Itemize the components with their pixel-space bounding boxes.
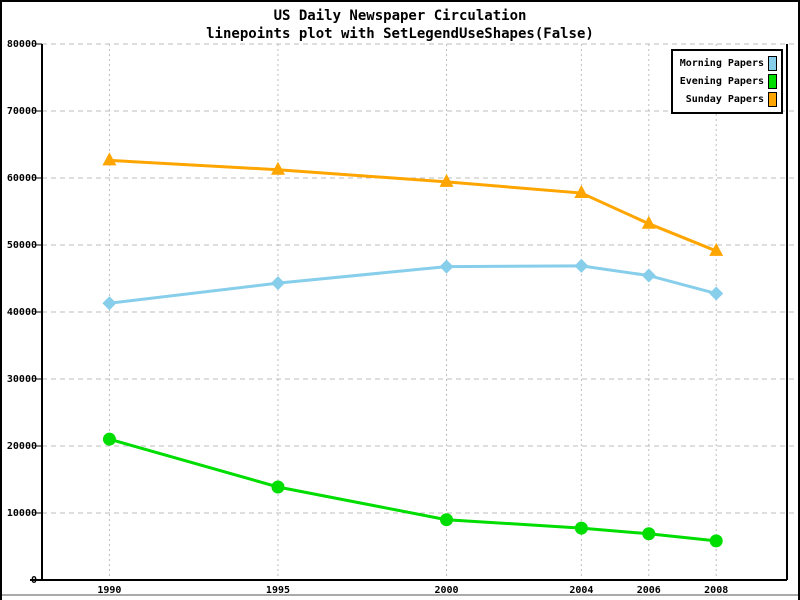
x-tick-label: 2006 — [637, 585, 661, 596]
legend-item-sunday-papers: Sunday Papers — [677, 91, 777, 108]
series-line-evening-papers — [109, 437, 717, 543]
series-line-sunday-papers — [109, 158, 717, 253]
series-line-morning-papers — [109, 264, 717, 305]
bottom-border-line — [2, 594, 798, 596]
legend-swatch-evening-papers — [768, 74, 777, 89]
marker-triangle-sunday-papers — [102, 152, 117, 166]
legend-label: Sunday Papers — [685, 94, 764, 105]
x-tick-label: 1990 — [97, 585, 121, 596]
legend-swatch-sunday-papers — [768, 92, 777, 107]
legend-item-morning-papers: Morning Papers — [677, 55, 777, 72]
x-tick-label: 2004 — [569, 585, 593, 596]
legend-item-evening-papers: Evening Papers — [677, 73, 777, 90]
legend-label: Evening Papers — [679, 76, 764, 87]
marker-circle-evening-papers — [709, 534, 723, 548]
legend: Morning Papers Evening Papers Sunday Pap… — [671, 49, 783, 114]
marker-diamond-morning-papers — [641, 268, 656, 283]
y-tick-label: 20000 — [7, 441, 37, 452]
y-tick-label: 50000 — [7, 240, 37, 251]
y-tick-label: 80000 — [7, 39, 37, 50]
marker-triangle-sunday-papers — [641, 215, 656, 229]
marker-circle-evening-papers — [102, 432, 116, 446]
x-tick-label: 2008 — [704, 585, 728, 596]
y-tick-label: 40000 — [7, 307, 37, 318]
marker-triangle-sunday-papers — [270, 161, 285, 175]
marker-diamond-morning-papers — [270, 276, 285, 291]
y-tick-label: 70000 — [7, 106, 37, 117]
chart-subtitle: linepoints plot with SetLegendUseShapes(… — [206, 26, 594, 42]
marker-circle-evening-papers — [440, 513, 454, 527]
y-tick-label: 60000 — [7, 173, 37, 184]
legend-swatch-morning-papers — [768, 56, 777, 71]
marker-diamond-morning-papers — [574, 258, 589, 273]
marker-diamond-morning-papers — [439, 259, 454, 274]
legend-label: Morning Papers — [679, 58, 764, 69]
chart-title: US Daily Newspaper Circulation — [273, 8, 527, 24]
marker-triangle-sunday-papers — [709, 242, 724, 256]
y-tick-label: 10000 — [7, 508, 37, 519]
y-tick-label: 30000 — [7, 374, 37, 385]
marker-diamond-morning-papers — [102, 296, 117, 311]
x-tick-label: 2000 — [434, 585, 458, 596]
marker-triangle-sunday-papers — [574, 185, 589, 199]
marker-circle-evening-papers — [271, 480, 285, 494]
marker-diamond-morning-papers — [709, 286, 724, 301]
chart-header: US Daily Newspaper Circulation linepoint… — [2, 7, 798, 43]
x-tick-label: 1995 — [266, 585, 290, 596]
marker-circle-evening-papers — [642, 527, 656, 541]
marker-triangle-sunday-papers — [439, 173, 454, 187]
marker-circle-evening-papers — [574, 521, 588, 535]
